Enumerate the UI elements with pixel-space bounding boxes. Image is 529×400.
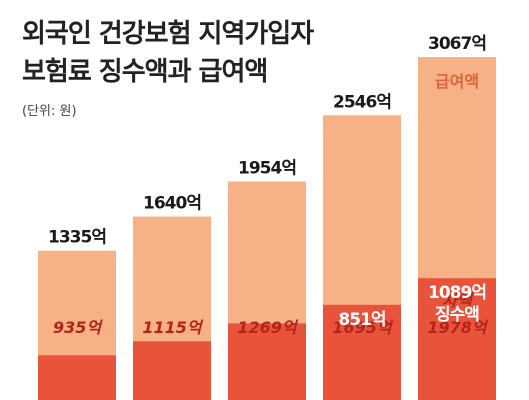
bars-group: 1335억 935억 1640억 1115억 1954억 1269억 2546억 1695억8… — [38, 34, 496, 400]
chart-title-line1: 외국인 건강보험 지역가입자 — [22, 19, 314, 49]
difference-name-label: 차액 — [442, 291, 474, 310]
collection-bar — [133, 341, 211, 400]
difference-value-label: 1978억 — [427, 318, 489, 337]
unit-label: (단위: 원) — [22, 104, 77, 119]
collection-bar — [38, 355, 116, 400]
collection-value-label: 851억 — [338, 310, 385, 330]
collection-series-label: 징수액 — [435, 305, 479, 325]
benefit-series-label: 급여액 — [435, 72, 479, 91]
chart-title-line2: 보험료 징수액과 급여액 — [22, 57, 267, 87]
total-value-label: 1335억 — [48, 228, 106, 248]
collection-bar — [228, 323, 306, 400]
collection-value-label: 1089억 — [428, 283, 486, 303]
difference-value-label: 1115억 — [142, 318, 204, 337]
total-value-label: 2546억 — [333, 92, 391, 112]
difference-value-label: 935억 — [53, 318, 103, 337]
collection-bar — [323, 304, 401, 400]
difference-value-label: 1695억 — [332, 318, 394, 337]
collection-bar — [418, 278, 496, 400]
difference-value-label: 1269억 — [237, 318, 299, 337]
total-value-label: 1640억 — [143, 194, 201, 214]
total-value-label: 3067억 — [428, 34, 486, 54]
total-value-label: 1954억 — [238, 158, 296, 178]
